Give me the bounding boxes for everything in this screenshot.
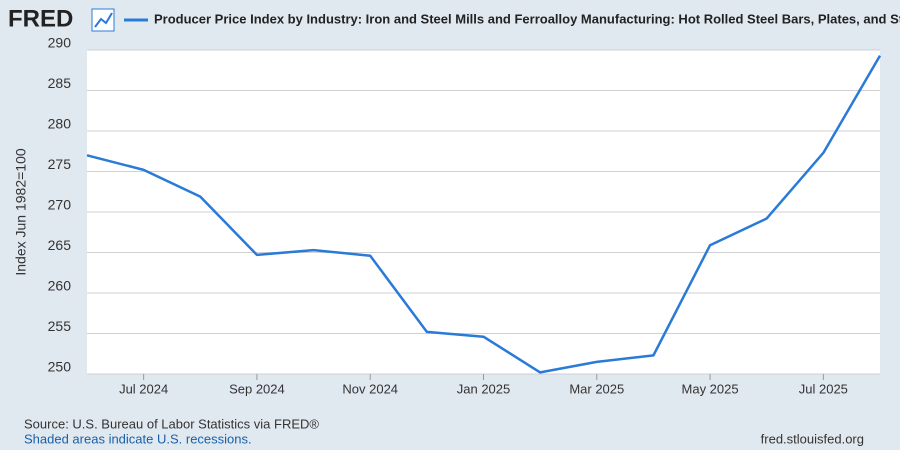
legend-label: Producer Price Index by Industry: Iron a… bbox=[154, 11, 900, 26]
y-tick-label: 285 bbox=[48, 75, 72, 91]
y-tick-label: 260 bbox=[48, 278, 72, 294]
x-tick-label: Jan 2025 bbox=[457, 381, 511, 396]
url: fred.stlouisfed.org bbox=[761, 431, 864, 446]
logo-icon bbox=[91, 8, 115, 32]
y-tick-label: 275 bbox=[48, 156, 72, 172]
y-tick-label: 250 bbox=[48, 359, 72, 375]
y-tick-label: 280 bbox=[48, 116, 72, 132]
y-tick-label: 265 bbox=[48, 237, 72, 253]
x-tick-label: Sep 2024 bbox=[229, 381, 285, 396]
y-tick-label: 270 bbox=[48, 197, 72, 213]
x-tick-label: Mar 2025 bbox=[569, 381, 624, 396]
y-axis-label: Index Jun 1982=100 bbox=[13, 148, 29, 275]
x-tick-label: May 2025 bbox=[682, 381, 739, 396]
x-tick-label: Jul 2025 bbox=[799, 381, 848, 396]
brand: FRED bbox=[8, 5, 73, 32]
note: Shaded areas indicate U.S. recessions. bbox=[24, 431, 252, 446]
x-tick-label: Jul 2024 bbox=[119, 381, 168, 396]
source: Source: U.S. Bureau of Labor Statistics … bbox=[24, 416, 319, 431]
y-tick-label: 255 bbox=[48, 318, 72, 334]
data-line bbox=[86, 55, 882, 374]
x-tick-label: Nov 2024 bbox=[342, 381, 398, 396]
y-tick-label: 290 bbox=[48, 35, 72, 51]
